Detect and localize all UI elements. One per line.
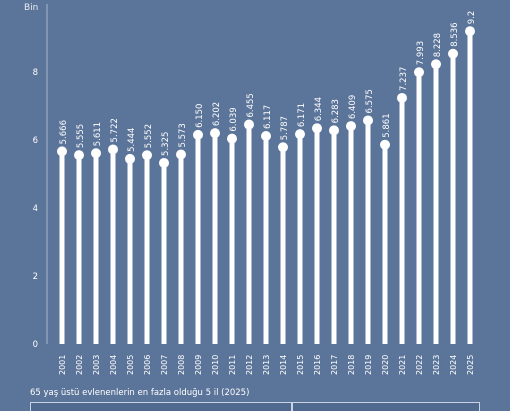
- value-label: 5.444: [127, 128, 137, 152]
- lollipop-dot: [431, 59, 441, 70]
- value-label: 6.150: [195, 104, 205, 128]
- lollipop-dot: [346, 121, 356, 132]
- x-tick-labels: 2001 2002 2003 2004 2005 2006 2007 2008 2009 2010…: [58, 355, 475, 375]
- lollipop-stems: [59, 31, 473, 344]
- x-tick-label: 2001: [58, 355, 67, 375]
- x-tick-label: 2004: [109, 355, 118, 375]
- value-label: 6.283: [331, 99, 341, 123]
- value-label: 6.575: [365, 89, 375, 113]
- lollipop-dot: [312, 123, 322, 134]
- value-label: 6.202: [212, 102, 222, 126]
- x-tick-label: 2002: [75, 355, 84, 375]
- value-labels: 5.666 5.555 5.611 5.722 5.444 5.552 5.325 5.573…: [59, 11, 477, 156]
- x-tick-label: 2023: [432, 355, 441, 375]
- x-tick-label: 2005: [126, 355, 135, 375]
- x-tick-label: 2011: [228, 355, 237, 375]
- lollipop-dot: [380, 139, 390, 150]
- x-tick-label: 2012: [245, 355, 254, 375]
- footer-title: 65 yaş üstü evlenenlerin en fazla olduğu…: [30, 388, 250, 398]
- lollipop-dot: [193, 129, 203, 140]
- value-label: 5.552: [144, 124, 154, 148]
- lollipop-dot: [329, 125, 339, 136]
- x-tick-label: 2007: [160, 355, 169, 375]
- lollipop-dot: [465, 26, 475, 37]
- lollipop-dot: [176, 149, 186, 160]
- x-tick-label: 2009: [194, 355, 203, 375]
- y-ticks: 0 2 4 6 8: [33, 68, 38, 350]
- lollipop-dot: [261, 131, 271, 142]
- value-label: 8.536: [450, 22, 460, 46]
- lollipop-dot: [244, 119, 254, 130]
- lollipop-dots: [57, 26, 475, 168]
- value-label: 5.722: [110, 118, 120, 142]
- value-label: 5.573: [178, 123, 188, 147]
- lollipop-dot: [448, 48, 458, 59]
- x-tick-label: 2020: [381, 355, 390, 375]
- y-tick-label: 0: [33, 340, 38, 350]
- lollipop-dot: [210, 128, 220, 139]
- x-tick-label: 2008: [177, 355, 186, 375]
- x-tick-label: 2022: [415, 355, 424, 375]
- value-label: 5.555: [76, 124, 86, 148]
- value-label: 5.325: [161, 132, 171, 156]
- value-label: 6.344: [314, 97, 324, 121]
- lollipop-dot: [227, 133, 237, 144]
- value-label: 6.171: [297, 103, 307, 127]
- lollipop-dot: [142, 150, 152, 161]
- value-label: 9.2: [467, 11, 477, 25]
- value-label: 5.787: [280, 116, 290, 140]
- x-tick-label: 2003: [92, 355, 101, 375]
- lollipop-dot: [295, 129, 305, 140]
- lollipop-dot: [108, 144, 118, 155]
- value-label: 7.993: [416, 41, 426, 65]
- x-tick-label: 2014: [279, 355, 288, 375]
- value-label: 5.666: [59, 120, 69, 144]
- lollipop-dot: [74, 150, 84, 161]
- lollipop-dot: [57, 146, 67, 157]
- value-label: 6.455: [246, 93, 256, 117]
- footer-panel-right: [292, 402, 480, 411]
- lollipop-dot: [414, 67, 424, 78]
- value-label: 8.228: [433, 33, 443, 57]
- y-tick-label: 8: [33, 68, 38, 78]
- x-tick-label: 2006: [143, 355, 152, 375]
- x-tick-label: 2018: [347, 355, 356, 375]
- x-tick-label: 2015: [296, 355, 305, 375]
- x-tick-label: 2013: [262, 355, 271, 375]
- x-tick-label: 2017: [330, 355, 339, 375]
- y-tick-label: 6: [33, 136, 38, 146]
- lollipop-dot: [363, 115, 373, 126]
- lollipop-dot: [91, 148, 101, 159]
- value-label: 5.611: [93, 122, 103, 146]
- y-tick-label: 2: [33, 272, 38, 282]
- lollipop-dot: [159, 157, 169, 168]
- x-tick-label: 2021: [398, 355, 407, 375]
- value-label: 6.039: [229, 107, 239, 131]
- x-tick-label: 2010: [211, 355, 220, 375]
- value-label: 7.237: [399, 67, 409, 91]
- value-label: 5.861: [382, 113, 392, 137]
- y-axis-label: Bin: [24, 3, 38, 13]
- y-tick-label: 4: [33, 204, 38, 214]
- lollipop-dot: [125, 153, 135, 164]
- x-tick-label: 2024: [449, 355, 458, 375]
- value-label: 6.117: [263, 105, 273, 129]
- x-tick-label: 2019: [364, 355, 373, 375]
- lollipop-dot: [397, 92, 407, 103]
- footer-panel-left: [30, 402, 292, 411]
- x-tick-label: 2016: [313, 355, 322, 375]
- x-tick-label: 2025: [466, 355, 475, 375]
- lollipop-dot: [278, 142, 288, 153]
- value-label: 6.409: [348, 95, 358, 119]
